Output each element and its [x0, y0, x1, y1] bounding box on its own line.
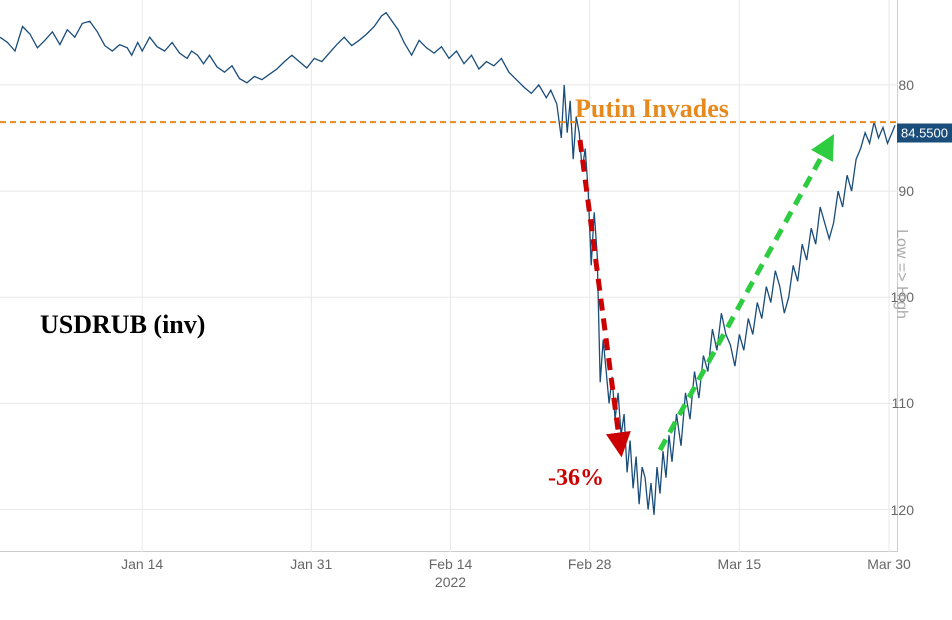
event-annotation: Putin Invades — [575, 94, 729, 124]
x-axis-tick: Feb 14 — [429, 556, 473, 572]
y-axis-tick: 120 — [891, 502, 914, 518]
x-axis-tick: Mar 30 — [867, 556, 911, 572]
x-axis-tick: Jan 31 — [290, 556, 332, 572]
x-axis-tick: Jan 14 — [121, 556, 163, 572]
x-axis-year: 2022 — [435, 574, 466, 590]
x-axis-tick: Feb 28 — [568, 556, 612, 572]
y-axis-tick: 110 — [892, 395, 914, 411]
percent-annotation: -36% — [548, 465, 604, 492]
pair-label: USDRUB (inv) — [40, 310, 205, 340]
right-axis-label: Low => High — [892, 229, 910, 319]
y-axis-tick: 80 — [898, 77, 914, 93]
plot-area — [0, 0, 898, 552]
chart-container: 8090100110120 Jan 14Jan 31Feb 14Feb 28Ma… — [0, 0, 952, 620]
last-price-tag: 84.5500 — [897, 124, 952, 143]
y-axis-tick: 90 — [898, 183, 914, 199]
x-axis-tick: Mar 15 — [718, 556, 762, 572]
price-line-svg — [0, 0, 898, 552]
